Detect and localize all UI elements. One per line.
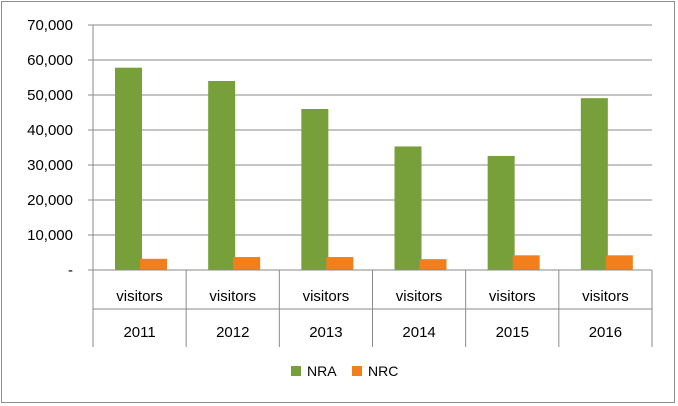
x-axis: visitors 2011 visitors 2012 visitors 2013 visi… [92,269,653,347]
bar-nrc [605,255,633,270]
bar-nra [301,109,329,270]
legend-swatch-nrc [352,366,362,376]
y-tick-label: 60,000 [27,52,73,69]
bar-nrc [512,255,540,270]
category-label: visitors [489,288,536,305]
y-tick-label: 50,000 [27,87,73,104]
category-label: visitors [396,288,443,305]
y-axis: - 10,000 20,000 30,000 40,000 50,000 60,000 70,… [27,17,94,279]
bar-nra [487,155,515,270]
bar-nrc [419,259,447,270]
year-label: 2016 [589,324,622,341]
category-label: visitors [303,288,350,305]
y-tick-label: 40,000 [27,122,73,139]
legend-label: NRA [307,363,337,379]
bars [115,67,633,271]
bar-nra [115,67,142,270]
year-label: 2012 [216,324,249,341]
bar-nra [208,81,236,270]
category-label: visitors [582,288,629,305]
bar-nrc [140,258,167,270]
year-label: 2015 [496,324,529,341]
y-tick-label: 10,000 [27,227,73,244]
category-label: visitors [116,288,163,305]
y-tick-label: 20,000 [27,192,73,209]
bar-nrc [326,257,354,270]
bar-nra [394,146,422,270]
year-label: 2013 [309,324,342,341]
category-label: visitors [209,288,256,305]
legend-swatch-nra [291,366,301,376]
legend-label: NRC [368,363,398,379]
y-tick-label: 70,000 [27,17,73,34]
bar-nra [580,98,608,271]
legend: NRA NRC [291,363,398,379]
year-label: 2011 [123,324,155,341]
gridlines [93,24,652,236]
y-tick-label: 30,000 [27,157,73,174]
bar-nrc [233,257,261,270]
year-label: 2014 [402,324,435,341]
y-tick-label: - [68,262,73,279]
